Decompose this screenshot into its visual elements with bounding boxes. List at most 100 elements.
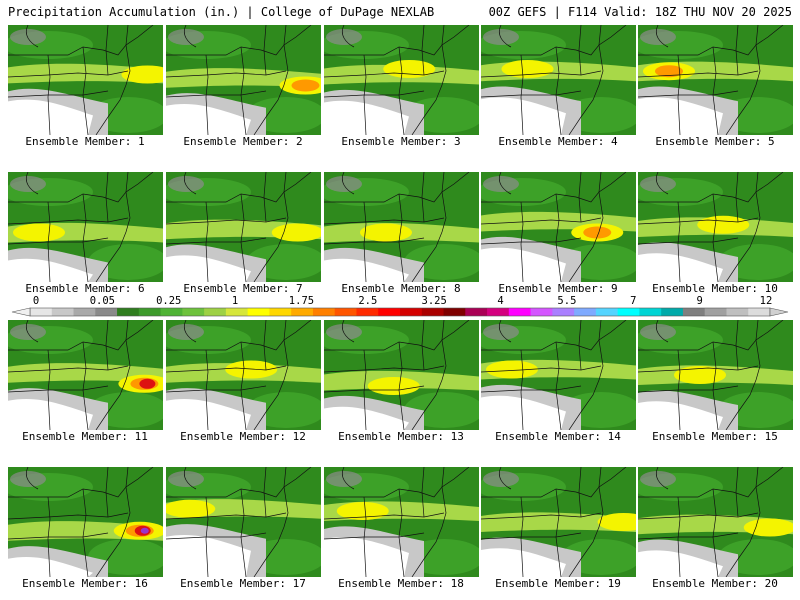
state-borders xyxy=(324,172,470,282)
scale-swatch xyxy=(356,308,379,316)
scale-swatch xyxy=(552,308,575,316)
precip-map xyxy=(638,25,793,135)
scale-label: 9 xyxy=(696,295,703,307)
member-caption: Ensemble Member: 15 xyxy=(652,430,778,443)
scale-label: 4 xyxy=(497,295,504,307)
state-borders xyxy=(166,25,312,135)
ensemble-member-map xyxy=(638,320,793,430)
scale-swatch xyxy=(312,308,336,316)
scale-label: 12 xyxy=(759,295,773,307)
state-borders xyxy=(166,467,312,577)
member-caption: Ensemble Member: 7 xyxy=(183,282,303,295)
scale-swatch xyxy=(682,308,706,316)
member-caption: Ensemble Member: 1 xyxy=(25,135,145,148)
scale-label: 1.75 xyxy=(288,295,315,307)
scale-swatch xyxy=(726,308,749,316)
precip-map xyxy=(8,467,163,577)
scale-swatch xyxy=(138,308,162,316)
state-borders xyxy=(481,467,627,577)
scale-swatch xyxy=(247,308,270,316)
precip-map xyxy=(324,172,479,282)
precip-map xyxy=(481,467,636,577)
scale-swatch xyxy=(291,308,314,316)
ensemble-member-map xyxy=(324,467,479,577)
scale-label: 2.5 xyxy=(358,295,378,307)
scale-label: 0.05 xyxy=(89,295,116,307)
scale-swatch xyxy=(378,308,401,316)
ensemble-member-map xyxy=(481,320,636,430)
scale-swatch xyxy=(508,308,532,316)
member-caption: Ensemble Member: 13 xyxy=(338,430,464,443)
precip-map xyxy=(8,172,163,282)
ensemble-member-map xyxy=(8,172,163,282)
state-borders xyxy=(324,25,470,135)
scale-swatch xyxy=(595,308,619,316)
precip-map xyxy=(481,25,636,135)
scale-swatch xyxy=(704,308,727,316)
precip-map xyxy=(481,320,636,430)
state-borders xyxy=(8,172,154,282)
ensemble-member-map xyxy=(8,320,163,430)
color-scale-bar xyxy=(11,307,789,317)
scale-label: 0.25 xyxy=(156,295,182,307)
state-borders xyxy=(8,467,154,577)
scale-swatch xyxy=(269,308,292,316)
ensemble-member-map xyxy=(638,25,793,135)
member-caption: Ensemble Member: 6 xyxy=(25,282,145,295)
ensemble-member-map xyxy=(481,172,636,282)
ensemble-member-map xyxy=(638,172,793,282)
scale-swatch xyxy=(160,308,183,316)
member-caption: Ensemble Member: 20 xyxy=(652,577,778,590)
scale-swatch xyxy=(95,308,118,316)
ensemble-member-map xyxy=(8,25,163,135)
precip-map xyxy=(166,172,321,282)
precip-map xyxy=(166,320,321,430)
scale-swatch xyxy=(73,308,96,316)
member-caption: Ensemble Member: 11 xyxy=(22,430,148,443)
state-borders xyxy=(166,172,312,282)
scale-swatch xyxy=(748,308,771,316)
state-borders xyxy=(324,320,470,430)
member-caption: Ensemble Member: 2 xyxy=(183,135,303,148)
member-caption: Ensemble Member: 12 xyxy=(180,430,306,443)
ensemble-member-map xyxy=(481,25,636,135)
state-borders xyxy=(638,25,784,135)
member-caption: Ensemble Member: 19 xyxy=(495,577,621,590)
color-scale: 0 0.05 0.25 1 1.75 2.5 3.25 4 5.5 7 9 12 xyxy=(8,295,792,320)
ensemble-member-map xyxy=(8,467,163,577)
scale-swatch xyxy=(51,308,75,316)
scale-swatch xyxy=(334,308,357,316)
ensemble-member-map xyxy=(166,320,321,430)
scale-swatch xyxy=(530,308,553,316)
state-borders xyxy=(481,320,627,430)
scale-label: 0 xyxy=(32,295,40,307)
state-borders xyxy=(638,467,784,577)
ensemble-member-map xyxy=(324,320,479,430)
scale-label: 7 xyxy=(630,295,637,307)
state-borders xyxy=(8,25,154,135)
scale-swatch xyxy=(225,308,249,316)
precip-map xyxy=(638,320,793,430)
state-borders xyxy=(8,320,154,430)
precip-map xyxy=(8,25,163,135)
precip-map xyxy=(324,320,479,430)
chart-title: Precipitation Accumulation (in.) | Colle… xyxy=(8,5,435,19)
scale-swatch xyxy=(182,308,205,316)
precip-map xyxy=(638,172,793,282)
scale-swatch xyxy=(400,308,423,316)
state-borders xyxy=(481,172,627,282)
scale-swatch xyxy=(574,308,597,316)
ensemble-member-map xyxy=(324,172,479,282)
scale-swatch xyxy=(487,308,510,316)
precip-map xyxy=(166,25,321,135)
scale-label: 5.5 xyxy=(557,295,577,307)
ensemble-member-map xyxy=(324,25,479,135)
member-caption: Ensemble Member: 17 xyxy=(180,577,306,590)
precip-map xyxy=(324,467,479,577)
precip-map xyxy=(481,172,636,282)
member-caption: Ensemble Member: 8 xyxy=(341,282,461,295)
member-caption: Ensemble Member: 16 xyxy=(22,577,148,590)
member-caption: Ensemble Member: 14 xyxy=(495,430,621,443)
ensemble-member-map xyxy=(481,467,636,577)
model-run-info: 00Z GEFS | F114 Valid: 18Z THU NOV 20 20… xyxy=(488,5,792,19)
